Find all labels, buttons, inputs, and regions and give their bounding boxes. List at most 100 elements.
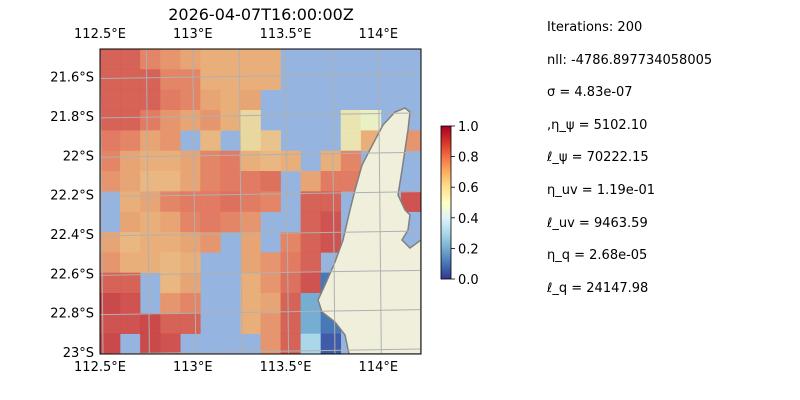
- heatmap-cell: [180, 49, 201, 70]
- y-tick-label: 21.6°S: [50, 71, 94, 86]
- heatmap-cell: [120, 232, 141, 253]
- heatmap-cell: [180, 110, 201, 131]
- heatmap-cell: [340, 110, 362, 131]
- stat-line: η_uv = 1.19e-01: [547, 183, 656, 198]
- heatmap-cell: [140, 110, 161, 131]
- heatmap-cell: [320, 333, 342, 354]
- heatmap-cell: [300, 191, 321, 212]
- heatmap-cell: [340, 150, 362, 172]
- stat-line: nll: -4786.897734058005: [547, 52, 713, 68]
- heatmap-cell: [100, 313, 121, 334]
- gridline-lat: [100, 348, 421, 354]
- colorbar-tick-label: 0.0: [458, 273, 479, 288]
- heatmap-cell: [120, 313, 141, 334]
- heatmap-cell: [160, 89, 181, 111]
- heatmap-cell: [100, 150, 121, 172]
- stat-line: Iterations: 200: [547, 20, 643, 35]
- heatmap-cell: [240, 313, 261, 334]
- heatmap-cell: [120, 49, 141, 70]
- heatmap-cell: [200, 110, 221, 131]
- heatmap-cell: [120, 211, 141, 233]
- heatmap-cell: [140, 191, 161, 212]
- heatmap-cell: [220, 211, 241, 233]
- colorbar-tick-label: 0.6: [458, 181, 479, 196]
- gridline-lon: [145, 49, 150, 354]
- heatmap-cell: [240, 252, 261, 273]
- heatmap-cell: [140, 333, 161, 354]
- heatmap-cell: [140, 171, 161, 192]
- heatmap-cell: [320, 150, 342, 172]
- y-tick-label: 22.2°S: [50, 189, 94, 204]
- heatmap-cell: [100, 272, 121, 294]
- x-tick-label: 114°E: [359, 360, 399, 375]
- heatmap-cell: [320, 191, 342, 212]
- heatmap-cell: [300, 313, 321, 334]
- heatmap-cell: [200, 89, 221, 111]
- heatmap-cell: [140, 49, 161, 70]
- heatmap-cell: [120, 130, 141, 151]
- heatmap-cell: [220, 150, 241, 172]
- heatmap-cell: [180, 89, 201, 111]
- heatmap-cell: [360, 110, 382, 131]
- heatmap-cell: [100, 252, 121, 273]
- colorbar-ticks: 0.0 0.2 0.4 0.6 0.8 1.0: [451, 120, 479, 288]
- stat-line: ,η_ψ = 5102.10: [547, 117, 648, 133]
- heatmap-cell: [240, 293, 261, 314]
- heatmap-cell: [100, 110, 121, 131]
- heatmap-cell: [160, 313, 181, 334]
- heatmap-cell: [160, 191, 181, 212]
- heatmap-cell: [180, 232, 201, 253]
- axes-frame: [99, 48, 422, 355]
- heatmap-cell: [120, 89, 141, 111]
- gridline-lat: [100, 151, 421, 158]
- heatmap-cell: [120, 110, 141, 131]
- colorbar-tick-label: 0.2: [458, 242, 479, 257]
- x-tick-labels: 112.5°E 112.5°E 113°E 113°E 113.5°E 113.5°E 11…: [74, 27, 398, 375]
- heatmap-cell: [160, 171, 181, 192]
- heatmap-cell: [260, 150, 281, 172]
- heatmap-cell: [120, 252, 141, 273]
- heatmap-cell: [220, 171, 241, 192]
- x-tick-label: 114°E: [359, 27, 399, 42]
- heatmap-cell: [240, 110, 261, 131]
- heatmap-cell: [340, 130, 362, 151]
- heatmap-cell: [120, 69, 141, 90]
- y-tick-label: 22.6°S: [50, 267, 94, 282]
- heatmap-cell: [200, 211, 221, 233]
- heatmap-cell: [180, 313, 201, 334]
- chart-title: 2026-04-07T16:00:00Z: [168, 5, 354, 24]
- heatmap-cell: [120, 171, 141, 192]
- heatmap-cell: [140, 89, 161, 111]
- gridline-lat: [100, 191, 421, 198]
- heatmap-cell: [300, 333, 321, 354]
- heatmap-cell: [260, 49, 281, 70]
- colorbar-tick-label: 0.4: [458, 212, 479, 227]
- heatmap-cell: [140, 313, 161, 334]
- heatmap-cell: [240, 89, 261, 111]
- heatmap-cell: [120, 293, 141, 314]
- heatmap-cell: [160, 110, 181, 131]
- colorbar-tick-label: 0.8: [458, 151, 479, 166]
- heatmap-cell: [260, 191, 281, 212]
- colorbar: [440, 125, 452, 280]
- heatmap-cell: [260, 252, 281, 273]
- heatmap-cell: [100, 171, 121, 192]
- heatmap-cell: [180, 191, 201, 212]
- heatmap-cell: [180, 272, 201, 294]
- heatmap-cell: [240, 191, 261, 212]
- gridline-lon: [192, 49, 197, 354]
- heatmap-cell: [140, 232, 161, 253]
- heatmap-cell: [160, 293, 181, 314]
- gridline-lat: [100, 309, 421, 316]
- heatmap-cell: [160, 211, 181, 233]
- heatmap-cell: [100, 130, 121, 151]
- heatmap-cell: [280, 150, 301, 172]
- heatmap-cell: [100, 89, 121, 111]
- heatmap-cell: [280, 293, 301, 314]
- heatmap-cell: [160, 232, 181, 253]
- heatmap-cell: [140, 150, 161, 172]
- heatmap-cell: [260, 293, 281, 314]
- heatmap-cell: [300, 232, 321, 253]
- heatmap-cell: [200, 150, 221, 172]
- heatmap-cell: [100, 49, 121, 70]
